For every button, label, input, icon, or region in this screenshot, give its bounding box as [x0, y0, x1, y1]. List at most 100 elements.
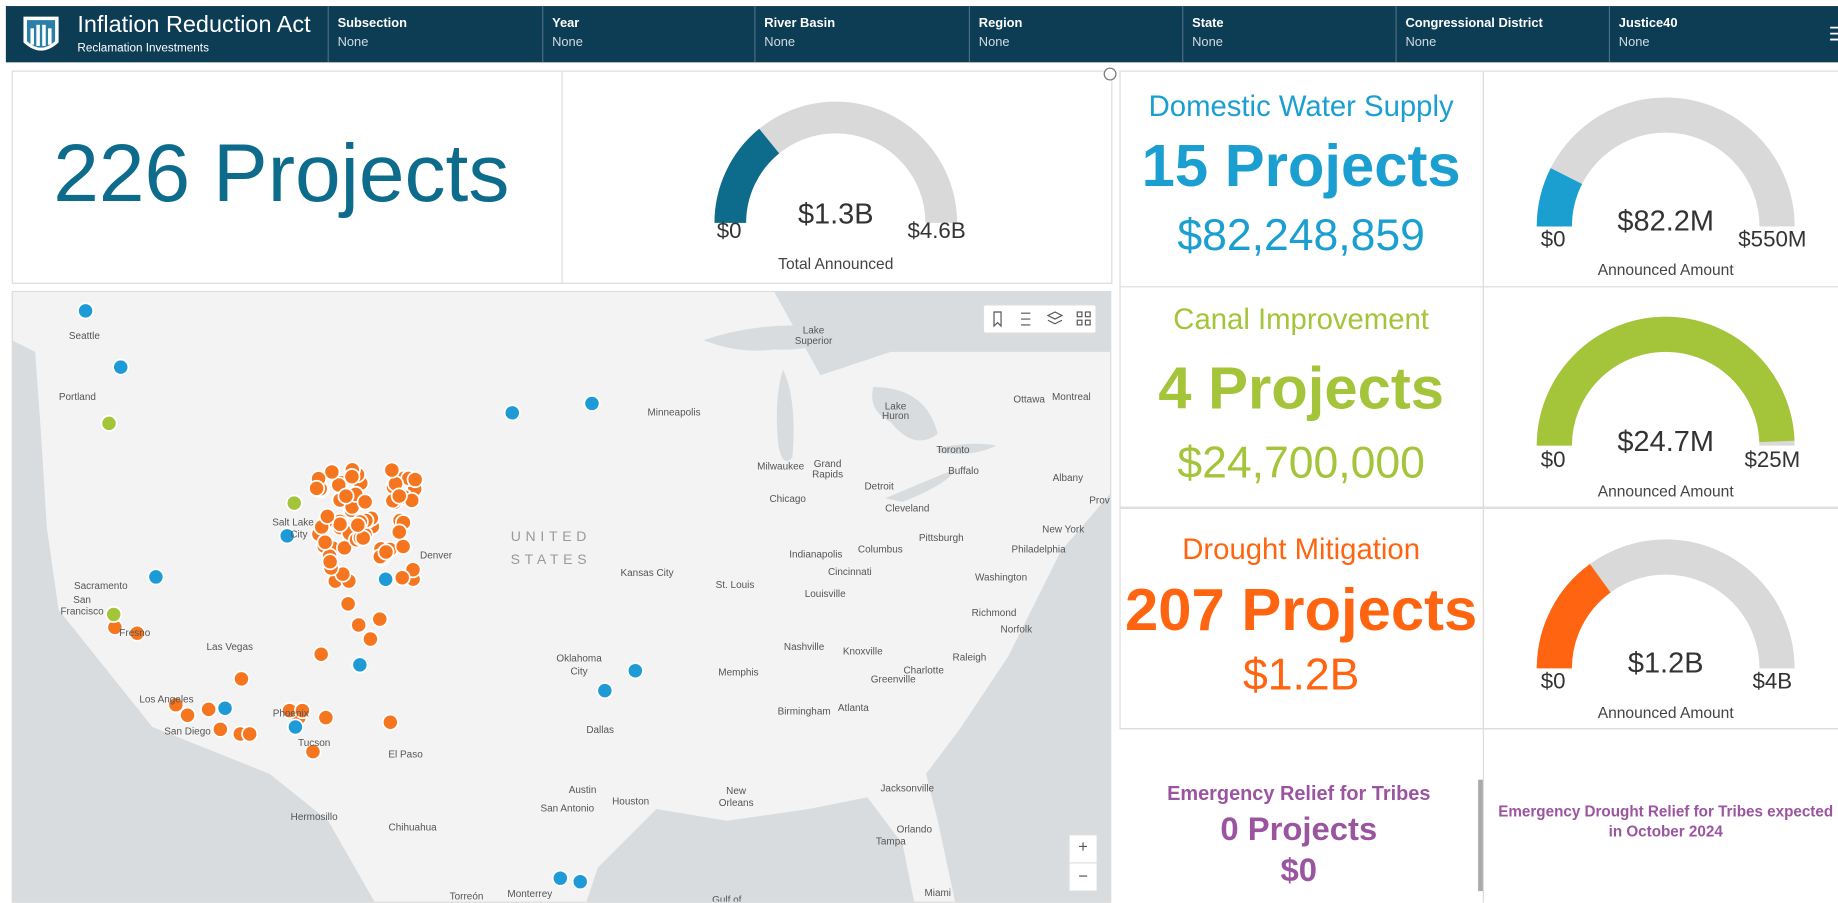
city-label: Superior: [795, 336, 833, 347]
city-label: San Antonio: [540, 804, 594, 815]
filter-label: River Basin: [764, 15, 835, 30]
city-label: New York: [1042, 525, 1084, 536]
filter-value[interactable]: None: [552, 34, 583, 49]
city-label: Orleans: [719, 798, 754, 809]
city-label: Los Angeles: [139, 695, 193, 706]
project-point: [551, 869, 569, 887]
city-label: Ottawa: [1013, 395, 1045, 406]
gauge-max: $550M: [1738, 226, 1806, 251]
city-label: Minneapolis: [647, 407, 700, 418]
filter-value[interactable]: None: [1192, 34, 1223, 49]
card-amount: $1.2B: [1243, 650, 1359, 699]
project-point: [503, 404, 521, 422]
filter-value[interactable]: None: [1619, 34, 1650, 49]
city-label: Charlotte: [903, 665, 944, 676]
map-toolbar[interactable]: [982, 304, 1097, 334]
city-label: Hermosillo: [291, 812, 338, 823]
city-label: Pittsburgh: [919, 533, 964, 544]
app-title: Inflation Reduction Act: [77, 11, 311, 37]
project-point: [626, 662, 644, 680]
project-point: [394, 537, 412, 555]
gauge-max: $4.6B: [907, 218, 965, 243]
city-label: Seattle: [69, 331, 100, 342]
city-label: Raleigh: [953, 652, 987, 663]
fullscreen-icon[interactable]: [1103, 67, 1117, 81]
gauge-min: $0: [1541, 668, 1566, 693]
city-label: Houston: [612, 797, 649, 808]
tribes-projects: 0 Projects: [1220, 810, 1377, 847]
city-label: Monterrey: [507, 889, 552, 900]
project-point: [278, 527, 296, 545]
zoom-in[interactable]: +: [1078, 838, 1088, 856]
card: [1119, 507, 1484, 730]
gauge-fill: [1536, 316, 1795, 447]
project-point: [377, 543, 395, 561]
tribes-note: Emergency Drought Relief for Tribes expe…: [1498, 804, 1833, 821]
card-projects: 207 Projects: [1125, 576, 1477, 643]
project-point: [351, 656, 369, 674]
project-point: [583, 394, 601, 412]
project-point: [371, 610, 389, 628]
city-label: Salt Lake: [272, 518, 314, 529]
project-point: [200, 700, 218, 718]
city-label: Indianapolis: [789, 549, 842, 560]
project-point: [147, 568, 165, 586]
city-label: Austin: [569, 785, 597, 796]
gauge-max: $25M: [1745, 447, 1801, 472]
card: [1119, 286, 1484, 508]
city-label: Memphis: [718, 668, 758, 679]
project-point: [377, 570, 395, 588]
filter-label: Year: [552, 15, 579, 30]
filter-value[interactable]: None: [979, 34, 1010, 49]
zoom-out[interactable]: −: [1078, 867, 1088, 885]
city-label: Philadelphia: [1011, 545, 1066, 556]
country-label: UNITED: [511, 528, 591, 544]
city-label: Sacramento: [74, 581, 128, 592]
gauge-min: $0: [1541, 226, 1566, 251]
filter-value[interactable]: None: [1405, 34, 1436, 49]
filter-value[interactable]: None: [764, 34, 795, 49]
gauge-track: [1536, 97, 1795, 227]
filter-label: Congressional District: [1405, 15, 1543, 30]
gauge-caption: Announced Amount: [1598, 262, 1735, 279]
gauge-fill: [1536, 168, 1583, 228]
city-label: Portland: [59, 392, 96, 403]
card-amount: $82,248,859: [1177, 211, 1425, 260]
project-point: [241, 725, 259, 743]
gauge-value: $82.2M: [1617, 206, 1714, 238]
logo: [23, 16, 59, 51]
city-label: Louisville: [805, 589, 846, 600]
filter-value[interactable]: None: [338, 34, 369, 49]
menu-icon[interactable]: ☰: [1829, 23, 1838, 44]
city-label: Chicago: [769, 494, 806, 505]
city-label: Orlando: [897, 825, 933, 836]
project-point: [286, 718, 304, 736]
project-point: [339, 595, 357, 613]
summary-panel: [11, 70, 563, 284]
toolbar-icons: [993, 311, 1091, 328]
city-label: Tampa: [876, 836, 906, 847]
city-label: St. Louis: [716, 580, 755, 591]
city-label: Buffalo: [948, 466, 979, 477]
city-label: City: [290, 529, 307, 540]
gauge-value: $1.2B: [1628, 647, 1704, 679]
project-point: [356, 493, 374, 511]
project-point: [406, 471, 424, 489]
gauge-max: $4B: [1753, 668, 1793, 693]
city-label: Cleveland: [885, 504, 929, 515]
city-label: Francisco: [60, 607, 104, 618]
project-point: [293, 702, 311, 720]
city-label: Gulf of: [712, 895, 742, 903]
gauge-value: $1.3B: [798, 199, 874, 231]
project-point: [381, 713, 399, 731]
project-point: [308, 479, 326, 497]
card-amount: $24,700,000: [1177, 438, 1425, 487]
project-point: [596, 682, 614, 700]
gauge-value: $24.7M: [1617, 426, 1714, 458]
city-label: Las Vegas: [206, 642, 253, 653]
city-label: Washington: [975, 573, 1027, 584]
gauge-fill: [1536, 564, 1612, 669]
city-label: Miami: [924, 888, 951, 899]
card-projects: 15 Projects: [1142, 132, 1461, 199]
